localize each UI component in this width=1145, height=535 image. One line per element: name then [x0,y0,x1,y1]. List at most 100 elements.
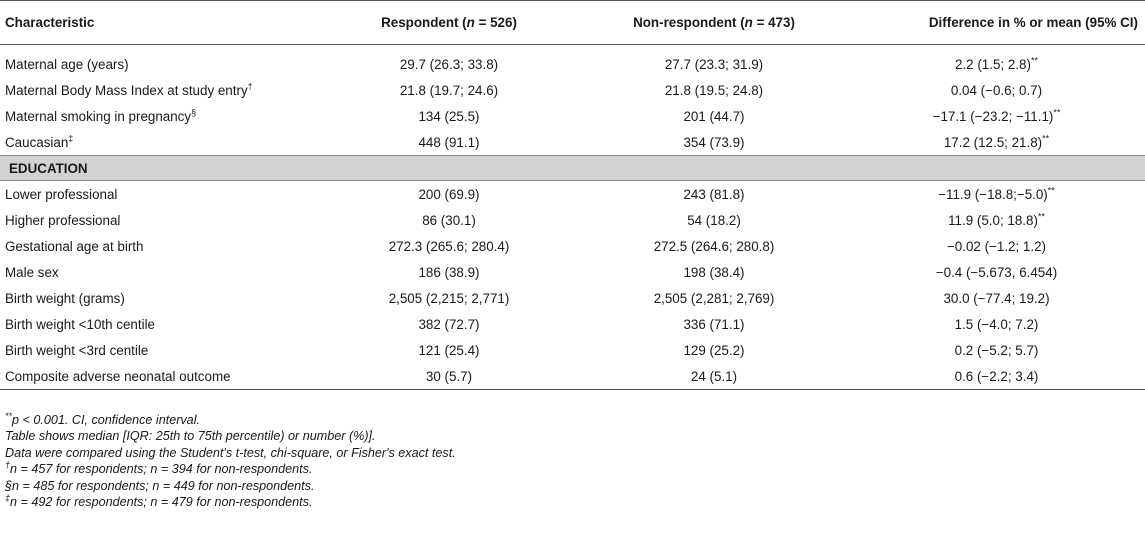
footnote-mark: § [191,107,197,118]
difference-cell: 1.5 (−4.0; 7.2) [848,311,1145,337]
respondent-cell: 186 (38.9) [418,264,480,280]
table-row: Maternal Body Mass Index at study entry†… [0,77,1145,103]
table-row: Male sex 186 (38.9) 198 (38.4) −0.4 (−5.673… [0,259,1145,285]
footnote-line: Table shows median [IQR: 25th to 75th pe… [5,428,456,444]
characteristic-label: Caucasian [5,134,69,150]
characteristic-label: Maternal age (years) [5,56,129,72]
header-nonrespondent-n: n [744,15,753,30]
characteristic-cell: Maternal age (years) [0,51,318,77]
respondent-cell: 121 (25.4) [418,342,480,358]
characteristic-cell: Higher professional [0,207,318,233]
table-row: Maternal smoking in pregnancy§ 134 (25.5)… [0,103,1145,129]
table-row: Birth weight <10th centile 382 (72.7) 336 … [0,311,1145,337]
footnote-mark: ‡ [5,492,11,503]
difference-value: −17.1 (−23.2; −11.1) [932,108,1054,124]
nonrespondent-cell: 243 (81.8) [683,186,745,202]
footnote-mark: ‡ [68,133,74,144]
table-row: Caucasian‡ 448 (91.1) 354 (73.9) 17.2 (12.5… [0,129,1145,156]
header-nonrespondent: Non-respondent (n = 473) [580,0,848,45]
table-row: Birth weight (grams) 2,505 (2,215; 2,771)… [0,285,1145,311]
footnote-text: Table shows median [IQR: 25th to 75th pe… [5,429,376,444]
characteristic-label: Composite adverse neonatal outcome [5,368,231,384]
nonrespondent-cell: 354 (73.9) [683,134,745,150]
characteristic-cell: Birth weight <3rd centile [0,337,318,363]
characteristic-label: Birth weight (grams) [5,290,125,306]
significance-mark: ** [1047,185,1055,196]
characteristics-table: Characteristic Respondent (n = 526) Non-… [0,0,1145,390]
difference-value: 2.2 (1.5; 2.8) [955,56,1031,72]
difference-cell: 0.04 (−0.6; 0.7) [848,77,1145,103]
difference-cell: 0.6 (−2.2; 3.4) [848,363,1145,390]
nonrespondent-cell: 54 (18.2) [687,212,741,228]
footnote-mark: † [5,460,11,471]
respondent-cell: 134 (25.5) [418,108,480,124]
characteristic-cell: Lower professional [0,181,318,208]
respondent-cell: 29.7 (26.3; 33.8) [399,56,499,72]
difference-cell: −11.9 (−18.8;−5.0)** [848,181,1145,208]
difference-value: −0.4 (−5.673, 6.454) [935,264,1058,280]
characteristic-label: Birth weight <10th centile [5,316,155,332]
difference-value: 0.2 (−5.2; 5.7) [954,342,1039,358]
footnote-text: Data were compared using the Student's t… [5,445,456,460]
characteristic-label: Maternal smoking in pregnancy [5,108,192,124]
respondent-cell: 448 (91.1) [418,134,480,150]
table-row: Composite adverse neonatal outcome 30 (5.… [0,363,1145,390]
respondent-cell: 30 (5.7) [318,363,580,390]
footnotes: **p < 0.001. CI, confidence interval. Tab… [5,410,456,510]
characteristic-cell: Maternal smoking in pregnancy§ [0,103,318,129]
difference-value: 0.04 (−0.6; 0.7) [950,82,1043,98]
characteristic-label: Birth weight <3rd centile [5,342,149,358]
header-nonrespondent-suffix: = 473) [752,15,795,30]
difference-cell: 30.0 (−77.4; 19.2) [848,285,1145,311]
footnote-line: ‡n = 492 for respondents; n = 479 for no… [5,492,456,510]
characteristic-cell: Maternal Body Mass Index at study entry† [0,77,318,103]
difference-cell: −0.02 (−1.2; 1.2) [848,233,1145,259]
characteristic-cell: Male sex [0,259,318,285]
header-respondent-suffix: = 526) [474,15,517,30]
characteristic-label: Male sex [5,264,59,280]
characteristic-label: Gestational age at birth [5,238,144,254]
nonrespondent-cell: 198 (38.4) [683,264,745,280]
respondent-cell: 200 (69.9) [418,186,480,202]
footnote-text: n = 492 for respondents; n = 479 for non… [10,495,313,510]
footnote-line: §n = 485 for respondents; n = 449 for no… [5,478,456,494]
respondent-cell: 2,505 (2,215; 2,771) [388,290,510,306]
difference-value: 11.9 (5.0; 18.8) [948,212,1038,228]
respondent-cell: 272.3 (265.6; 280.4) [388,238,510,254]
characteristic-label: Maternal Body Mass Index at study entry [5,82,248,98]
difference-value: 30.0 (−77.4; 19.2) [943,290,1050,306]
footnote-text: n = 457 for respondents; n = 394 for non… [10,462,313,477]
difference-value: 1.5 (−4.0; 7.2) [954,316,1039,332]
nonrespondent-cell: 272.5 (264.6; 280.8) [653,238,775,254]
difference-cell: 17.2 (12.5; 21.8)** [848,129,1145,156]
characteristic-cell: Birth weight (grams) [0,285,318,311]
nonrespondent-cell: 336 (71.1) [683,316,745,332]
significance-mark: ** [1053,107,1061,118]
characteristic-cell: Gestational age at birth [0,233,318,259]
nonrespondent-cell: 24 (5.1) [580,363,848,390]
header-respondent: Respondent (n = 526) [318,0,580,45]
characteristic-cell: Birth weight <10th centile [0,311,318,337]
header-nonrespondent-prefix: Non-respondent ( [633,15,745,30]
section-row-education: EDUCATION [0,155,1145,181]
difference-cell: −0.4 (−5.673, 6.454) [848,259,1145,285]
difference-cell: 0.2 (−5.2; 5.7) [848,337,1145,363]
significance-mark: ** [1042,133,1050,144]
nonrespondent-cell: 21.8 (19.5; 24.8) [664,82,764,98]
footnote-line: Data were compared using the Student's t… [5,445,456,461]
header-difference: Difference in % or mean (95% CI) [848,0,1145,45]
footnote-line: **p < 0.001. CI, confidence interval. [5,410,456,428]
nonrespondent-cell: 201 (44.7) [683,108,745,124]
difference-value: 0.6 (−2.2; 3.4) [954,368,1039,384]
header-respondent-prefix: Respondent ( [381,15,467,30]
footnote-mark: ** [5,410,13,421]
header-respondent-n: n [466,15,475,30]
footnote-text: p < 0.001. CI, confidence interval. [12,413,200,427]
characteristic-cell: Caucasian‡ [0,129,318,156]
table-row: Birth weight <3rd centile 121 (25.4) 129 (… [0,337,1145,363]
significance-mark: ** [1037,211,1045,222]
footnote-line: †n = 457 for respondents; n = 394 for no… [5,461,456,477]
nonrespondent-cell: 27.7 (23.3; 31.9) [664,56,764,72]
table-row: Lower professional 200 (69.9) 243 (81.8) −1… [0,181,1145,208]
